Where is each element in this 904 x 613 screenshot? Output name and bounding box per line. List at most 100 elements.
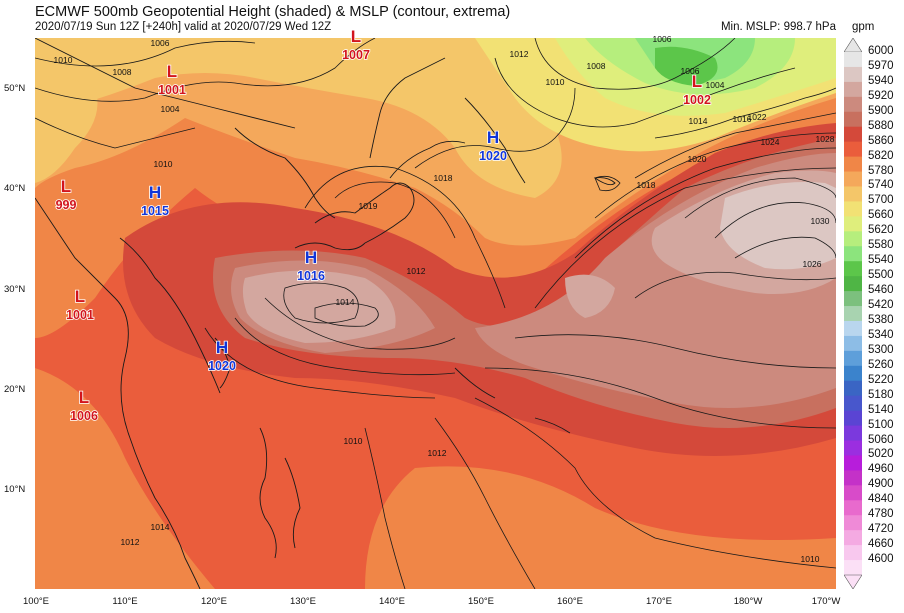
colorbar-label-5340: 5340 — [868, 328, 894, 341]
lon-label-130e: 130°E — [290, 596, 316, 607]
colorbar-label-5300: 5300 — [868, 343, 894, 356]
colorbar-swatch-5100 — [844, 425, 862, 442]
colorbar-bottom-arrow — [844, 574, 862, 589]
colorbar-swatch-5700 — [844, 201, 862, 217]
colorbar-swatch-5820 — [844, 156, 862, 173]
lon-label-170w: 170°W — [811, 596, 841, 607]
height-field-5540 — [655, 46, 718, 86]
colorbar-label-4780: 4780 — [868, 508, 894, 521]
colorbar-label-5260: 5260 — [868, 358, 894, 371]
colorbar-swatch-5460 — [844, 291, 862, 307]
colorbar-swatch-5260 — [844, 365, 862, 382]
colorbar-swatch-5880 — [844, 126, 862, 143]
colorbar-top-arrow — [844, 38, 862, 53]
colorbar-label-5860: 5860 — [868, 134, 894, 147]
colorbar — [844, 38, 862, 589]
colorbar-swatch-4960 — [844, 470, 862, 486]
colorbar-swatch-5220 — [844, 380, 862, 397]
lon-label-160e: 160°E — [557, 596, 583, 607]
colorbar-swatch-5620 — [844, 231, 862, 247]
colorbar-swatch-5500 — [844, 276, 862, 292]
height-field-5740 — [35, 38, 595, 198]
colorbar-label-5220: 5220 — [868, 373, 894, 386]
colorbar-swatch-4840 — [844, 500, 862, 516]
colorbar-label-5820: 5820 — [868, 149, 894, 162]
colorbar-swatch-5740 — [844, 186, 862, 202]
colorbar-swatch-5180 — [844, 395, 862, 412]
colorbar-label-5420: 5420 — [868, 299, 894, 312]
colorbar-swatch-5540 — [844, 261, 862, 277]
colorbar-swatch-5780 — [844, 171, 862, 187]
map-subtitle: 2020/07/19 Sun 12Z [+240h] valid at 2020… — [35, 21, 332, 33]
lat-label-30n: 30°N — [4, 284, 26, 295]
colorbar-swatch-4780 — [844, 515, 862, 531]
lon-label-140e: 140°E — [379, 596, 405, 607]
colorbar-swatch-4600 — [844, 560, 862, 576]
height-field-5940-mid — [565, 274, 615, 318]
colorbar-swatch-5970 — [844, 66, 862, 83]
height-field-5970 — [720, 182, 836, 270]
colorbar-swatch-5140 — [844, 410, 862, 427]
colorbar-swatch-5580 — [844, 246, 862, 262]
colorbar-label-6000: 6000 — [868, 45, 894, 57]
colorbar-swatch-5420 — [844, 306, 862, 322]
colorbar-swatch-6000 — [844, 52, 862, 68]
colorbar-label-4720: 4720 — [868, 523, 894, 536]
colorbar-swatch-4720 — [844, 530, 862, 546]
colorbar-label-5780: 5780 — [868, 164, 894, 177]
lat-label-50n: 50°N — [4, 83, 26, 94]
colorbar-label-5460: 5460 — [868, 284, 894, 297]
colorbar-swatch-5340 — [844, 335, 862, 352]
colorbar-swatch-5020 — [844, 455, 862, 471]
colorbar-units: gpm — [852, 21, 875, 33]
colorbar-swatch-5900 — [844, 111, 862, 128]
lat-label-40n: 40°N — [4, 183, 26, 194]
lon-label-150e: 150°E — [468, 596, 494, 607]
mslp-isobars — [35, 38, 836, 589]
colorbar-label-5920: 5920 — [868, 89, 894, 102]
colorbar-label-5970: 5970 — [868, 59, 894, 72]
lon-label-100e: 100°E — [23, 596, 49, 607]
colorbar-label-5900: 5900 — [868, 104, 894, 117]
map-canvas — [35, 38, 836, 589]
colorbar-label-5940: 5940 — [868, 74, 894, 87]
lon-label-180w: 180°W — [733, 596, 763, 607]
colorbar-label-4840: 4840 — [868, 493, 894, 506]
colorbar-swatch-5380 — [844, 320, 862, 337]
colorbar-label-5140: 5140 — [868, 403, 894, 416]
coastlines — [35, 38, 616, 589]
colorbar-swatch-5660 — [844, 216, 862, 232]
colorbar-label-5540: 5540 — [868, 254, 894, 267]
colorbar-label-5100: 5100 — [868, 418, 894, 431]
map-title: ECMWF 500mb Geopotential Height (shaded)… — [35, 4, 511, 20]
lon-label-120e: 120°E — [201, 596, 227, 607]
colorbar-label-4600: 4600 — [868, 553, 894, 566]
lon-label-170e: 170°E — [646, 596, 672, 607]
colorbar-label-5740: 5740 — [868, 179, 894, 192]
height-field-5740-west — [35, 76, 98, 183]
height-field-5820-southeast — [365, 466, 836, 589]
colorbar-swatch-5060 — [844, 440, 862, 456]
colorbar-label-4900: 4900 — [868, 478, 894, 491]
map-panel — [35, 38, 836, 589]
colorbar-label-5700: 5700 — [868, 194, 894, 207]
colorbar-swatch-5300 — [844, 350, 862, 367]
colorbar-label-5380: 5380 — [868, 313, 894, 326]
colorbar-label-4960: 4960 — [868, 463, 894, 476]
colorbar-label-5580: 5580 — [868, 239, 894, 252]
lat-label-10n: 10°N — [4, 484, 26, 495]
colorbar-label-5060: 5060 — [868, 433, 894, 446]
colorbar-label-5620: 5620 — [868, 224, 894, 237]
colorbar-swatch-4660 — [844, 545, 862, 561]
colorbar-swatch-5940 — [844, 81, 862, 98]
height-field-5820-south — [35, 368, 215, 589]
colorbar-label-5020: 5020 — [868, 448, 894, 461]
colorbar-swatch-5860 — [844, 141, 862, 158]
colorbar-label-5500: 5500 — [868, 269, 894, 282]
min-mslp-readout: Min. MSLP: 998.7 hPa — [720, 21, 836, 33]
colorbar-swatch-5920 — [844, 96, 862, 113]
lon-label-110e: 110°E — [112, 596, 138, 607]
colorbar-swatch-4900 — [844, 485, 862, 501]
colorbar-label-5880: 5880 — [868, 119, 894, 132]
colorbar-label-5660: 5660 — [868, 209, 894, 222]
